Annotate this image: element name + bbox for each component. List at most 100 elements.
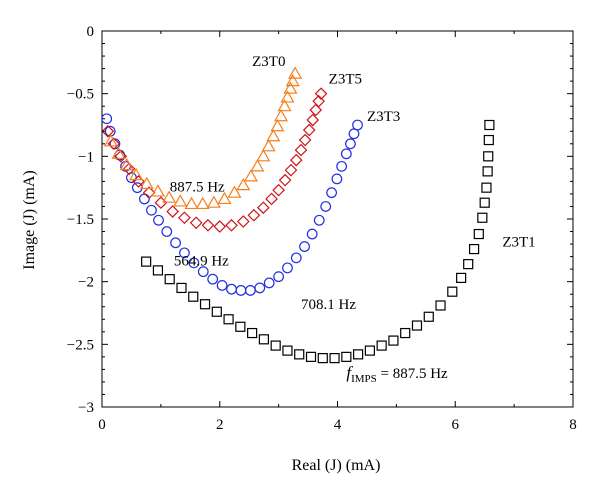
point-z3t1 bbox=[199, 299, 211, 310]
point-z3t3 bbox=[161, 226, 173, 237]
x-axis-label: Real (J) (mA) bbox=[292, 457, 381, 474]
point-z3t0 bbox=[243, 169, 258, 182]
axes-layer: 0 2 4 6 8 0 −0.5 −1 −1.5 −2 −2.5 −3 bbox=[67, 24, 577, 433]
point-z3t0 bbox=[280, 90, 295, 103]
point-z3t5 bbox=[142, 186, 156, 200]
point-z3t0 bbox=[250, 159, 265, 172]
point-z3t0 bbox=[119, 157, 134, 171]
point-z3t1 bbox=[435, 300, 446, 311]
point-z3t1 bbox=[188, 291, 199, 302]
point-z3t3 bbox=[348, 128, 360, 140]
point-z3t3 bbox=[345, 138, 356, 150]
point-z3t0 bbox=[139, 176, 154, 190]
point-z3t3 bbox=[197, 266, 209, 278]
point-z3t1 bbox=[211, 306, 222, 317]
point-z3t1 bbox=[400, 327, 411, 339]
point-z3t1 bbox=[152, 265, 164, 276]
series-layer bbox=[101, 66, 495, 364]
point-z3t0 bbox=[173, 194, 188, 207]
point-z3t5 bbox=[122, 162, 136, 176]
point-z3t3 bbox=[179, 247, 190, 259]
series-label-z3t5: Z3T5 bbox=[329, 72, 362, 88]
series-z3t5 bbox=[101, 87, 328, 233]
point-z3t1 bbox=[176, 282, 187, 294]
series-label-z3t0: Z3T0 bbox=[252, 54, 285, 70]
point-z3t1 bbox=[305, 351, 317, 362]
point-z3t0 bbox=[277, 98, 292, 112]
point-z3t3 bbox=[299, 241, 310, 252]
point-z3t1 bbox=[258, 334, 270, 345]
y-tick-label: −2 bbox=[78, 275, 94, 291]
point-z3t1 bbox=[423, 311, 434, 322]
point-z3t5 bbox=[256, 201, 270, 215]
point-z3t3 bbox=[331, 173, 343, 185]
point-z3t3 bbox=[273, 271, 285, 283]
x-tick-label: 0 bbox=[98, 417, 106, 433]
point-z3t1 bbox=[468, 243, 480, 255]
point-z3t0 bbox=[285, 73, 300, 87]
point-z3t0 bbox=[129, 167, 144, 181]
point-z3t1 bbox=[270, 340, 281, 351]
frequency-label: 564.9 Hz bbox=[174, 253, 229, 269]
point-z3t1 bbox=[294, 349, 305, 360]
fimps-label: fIMPS = 887.5 Hz bbox=[346, 363, 448, 385]
point-z3t0 bbox=[111, 146, 126, 159]
point-z3t1 bbox=[223, 314, 234, 325]
series-z3t3 bbox=[101, 113, 363, 296]
point-z3t3 bbox=[226, 283, 237, 295]
point-z3t3 bbox=[326, 187, 338, 199]
point-z3t5 bbox=[178, 211, 191, 225]
point-z3t3 bbox=[290, 252, 302, 264]
point-z3t1 bbox=[483, 151, 494, 162]
point-z3t1 bbox=[482, 166, 493, 177]
point-z3t5 bbox=[189, 216, 203, 230]
point-z3t5 bbox=[114, 149, 128, 163]
point-z3t5 bbox=[302, 123, 316, 137]
point-z3t1 bbox=[164, 274, 175, 285]
point-z3t1 bbox=[477, 212, 488, 223]
point-z3t5 bbox=[213, 220, 227, 233]
point-z3t1 bbox=[376, 340, 387, 351]
y-tick-label: −1 bbox=[78, 149, 94, 165]
point-z3t1 bbox=[483, 134, 494, 146]
point-z3t1 bbox=[235, 321, 246, 332]
x-tick-label: 6 bbox=[452, 417, 460, 433]
point-z3t1 bbox=[479, 197, 490, 208]
point-z3t3 bbox=[131, 182, 143, 194]
point-z3t1 bbox=[481, 182, 492, 193]
point-z3t1 bbox=[329, 353, 340, 364]
point-z3t0 bbox=[184, 196, 199, 210]
point-z3t1 bbox=[388, 335, 399, 346]
point-z3t0 bbox=[236, 177, 251, 191]
point-z3t5 bbox=[247, 208, 261, 222]
point-z3t0 bbox=[162, 190, 177, 203]
series-label-z3t1: Z3T1 bbox=[502, 235, 535, 251]
point-z3t0 bbox=[270, 119, 285, 132]
x-tick-label: 8 bbox=[569, 417, 577, 433]
point-z3t1 bbox=[473, 228, 484, 240]
point-z3t5 bbox=[225, 218, 238, 232]
point-z3t3 bbox=[244, 285, 256, 296]
point-z3t0 bbox=[261, 139, 276, 152]
point-z3t5 bbox=[306, 113, 320, 127]
point-z3t1 bbox=[341, 351, 352, 362]
point-z3t0 bbox=[256, 149, 271, 162]
point-z3t1 bbox=[411, 320, 423, 331]
point-z3t1 bbox=[463, 259, 474, 270]
annotation-layer: Z3T0 Z3T5 Z3T3 Z3T1 887.5 Hz 564.9 Hz 708.1 Hz… bbox=[170, 54, 536, 385]
point-z3t0 bbox=[266, 129, 281, 142]
point-z3t5 bbox=[309, 103, 323, 117]
point-z3t3 bbox=[336, 160, 348, 172]
point-z3t0 bbox=[273, 109, 289, 122]
point-z3t1 bbox=[364, 345, 375, 356]
y-axis-label: Image (J) (mA) bbox=[21, 170, 38, 270]
point-z3t3 bbox=[188, 257, 200, 269]
series-label-z3t3: Z3T3 bbox=[367, 109, 400, 125]
point-z3t1 bbox=[317, 353, 328, 364]
x-tick-label: 2 bbox=[216, 417, 224, 433]
point-z3t3 bbox=[170, 237, 181, 249]
x-tick-label: 4 bbox=[334, 417, 342, 433]
point-z3t3 bbox=[282, 262, 293, 274]
point-z3t1 bbox=[141, 256, 152, 267]
